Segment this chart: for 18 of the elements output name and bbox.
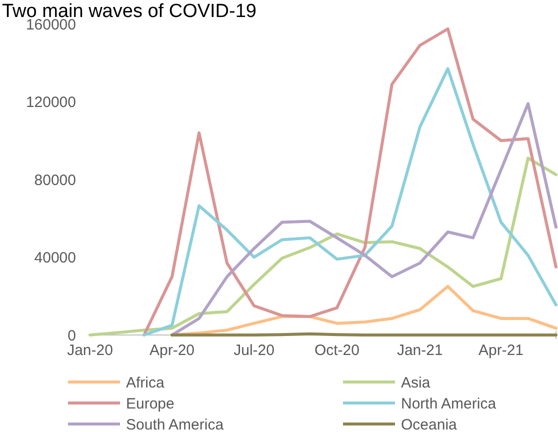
legend-label: Europe (126, 395, 174, 412)
x-tick-label: Apr-21 (478, 342, 524, 359)
line-series (170, 102, 558, 336)
y-tick-label: 0 (68, 327, 76, 344)
y-tick-label: 40000 (34, 250, 76, 266)
legend-label: North America (401, 395, 497, 412)
y-tick-label: 120000 (26, 94, 76, 111)
x-tick-label: Apr-20 (150, 342, 195, 359)
legend-label: South America (126, 416, 224, 432)
x-tick-label: Oct-20 (314, 342, 360, 359)
legend-label: Africa (126, 374, 165, 392)
x-tick-label: Jan-21 (396, 342, 443, 359)
x-tick-label: Jan-20 (67, 342, 113, 359)
x-tick-label: Jul-20 (234, 342, 274, 359)
legend-label: Asia (401, 374, 431, 392)
legend-label: Oceania (401, 416, 458, 432)
line-series (88, 156, 558, 336)
y-tick-label: 80000 (34, 172, 76, 189)
